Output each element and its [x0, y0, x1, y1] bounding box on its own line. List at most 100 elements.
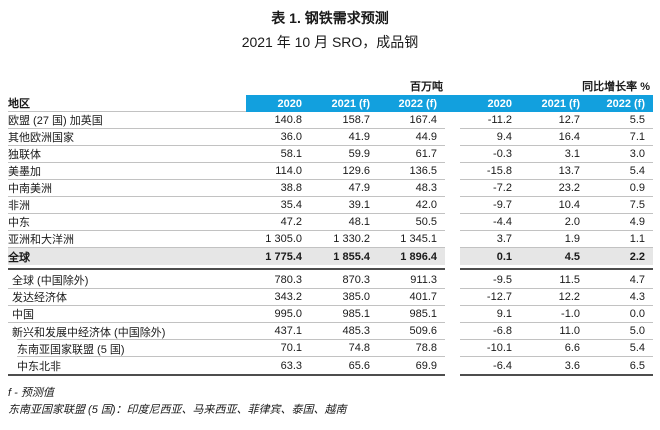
value-cell: 23.2 — [520, 180, 588, 197]
value-cell: 136.5 — [378, 163, 445, 180]
region-label: 全球 (中国除外) — [8, 272, 246, 289]
value-cell: 39.1 — [310, 197, 378, 214]
value-cell: -9.5 — [460, 272, 520, 289]
value-cell: 5.4 — [588, 340, 653, 357]
region-label: 中东 — [8, 214, 246, 231]
region-column-header: 地区 — [8, 95, 246, 112]
value-cell: 0.1 — [460, 248, 520, 265]
table-row-cis: 独联体 58.1 59.9 61.7 -0.3 3.1 3.0 — [8, 146, 653, 163]
value-cell: 38.8 — [246, 180, 310, 197]
value-cell: -1.0 — [520, 306, 588, 323]
value-cell: 3.7 — [460, 231, 520, 248]
value-cell: 5.4 — [588, 163, 653, 180]
value-cell: 1.9 — [520, 231, 588, 248]
value-cell: -6.4 — [493, 359, 512, 372]
table-row-central-south-america: 中南美洲 38.8 47.9 48.3 -7.2 23.2 0.9 — [8, 180, 653, 197]
column-group-gap — [445, 323, 460, 340]
region-label: 全球 — [8, 248, 246, 265]
divider-line-right — [460, 267, 653, 270]
value-cell: 780.3 — [246, 272, 310, 289]
table-row-developed-economies: 发达经济体 343.2 385.0 401.7 -12.7 12.2 4.3 — [8, 289, 653, 306]
value-cell: 4.9 — [588, 214, 653, 231]
value-cell: -0.3 — [460, 146, 520, 163]
value-cell: 16.4 — [520, 129, 588, 146]
value-cell: 47.2 — [246, 214, 310, 231]
table-row-usmca: 美墨加 114.0 129.6 136.5 -15.8 13.7 5.4 — [8, 163, 653, 180]
column-group-gap — [445, 272, 460, 289]
value-cell: 11.0 — [520, 323, 588, 340]
table-row-middle-east: 中东 47.2 48.1 50.5 -4.4 2.0 4.9 — [8, 214, 653, 231]
column-group-gap — [445, 357, 460, 374]
divider-line-left — [8, 267, 445, 270]
value-cell: -9.7 — [460, 197, 520, 214]
value-cell: 1 775.4 — [246, 248, 310, 265]
column-group-gap — [445, 197, 460, 214]
value-cell: 13.7 — [520, 163, 588, 180]
value-cell: 12.7 — [520, 112, 588, 129]
column-group-gap — [445, 112, 460, 129]
region-label: 东南亚国家联盟 (5 国) — [8, 340, 246, 357]
value-cell: -12.7 — [460, 289, 520, 306]
value-cell: 7.5 — [588, 197, 653, 214]
column-group-gap — [445, 163, 460, 180]
region-label: 中南美洲 — [8, 180, 246, 197]
table-row-asean5: 东南亚国家联盟 (5 国) 70.1 74.8 78.8 -10.1 6.6 5… — [8, 340, 653, 357]
value-cell: 74.8 — [310, 340, 378, 357]
value-cell: 50.5 — [378, 214, 445, 231]
table-row-asia-oceania: 亚洲和大洋洲 1 305.0 1 330.2 1 345.1 3.7 1.9 1… — [8, 231, 653, 248]
value-cell: 65.6 — [348, 359, 370, 372]
column-group-gap — [445, 231, 460, 248]
column-header-2022f-growth: 2022 (f) — [588, 95, 653, 112]
column-group-gap — [445, 340, 460, 357]
value-cell: 10.4 — [520, 197, 588, 214]
value-cell: 11.5 — [520, 272, 588, 289]
value-cell: 58.1 — [246, 146, 310, 163]
value-cell: -7.2 — [460, 180, 520, 197]
region-label: 独联体 — [8, 146, 246, 163]
value-cell: 7.1 — [588, 129, 653, 146]
value-cell: 4.3 — [588, 289, 653, 306]
column-group-gap — [445, 95, 460, 112]
value-cell: 985.1 — [378, 306, 445, 323]
footnote-asean: 东南亚国家联盟 (5 国)：印度尼西亚、马来西亚、菲律宾、泰国、越南 — [8, 404, 347, 416]
value-cell: -15.8 — [460, 163, 520, 180]
bottom-border-right — [460, 374, 653, 376]
column-group-gap — [445, 248, 460, 265]
value-cell: 1 345.1 — [378, 231, 445, 248]
column-group-gap — [445, 180, 460, 197]
column-group-gap — [445, 214, 460, 231]
table-header-block: 表 1. 钢铁需求预测 2021 年 10 月 SRO，成品钢 — [0, 0, 660, 51]
value-cell: 63.3 — [280, 359, 302, 372]
value-cell: 4.7 — [588, 272, 653, 289]
bottom-border-left — [8, 374, 445, 376]
value-cell: 2.2 — [588, 248, 653, 265]
steel-demand-table: 百万吨 同比增长率 % 地区 2020 2021 (f) 2022 (f) 20… — [8, 76, 653, 376]
unit-header-row: 百万吨 同比增长率 % — [8, 76, 653, 95]
value-cell: 114.0 — [246, 163, 310, 180]
value-cell: 35.4 — [246, 197, 310, 214]
region-label: 美墨加 — [8, 163, 246, 180]
value-cell: -10.1 — [460, 340, 520, 357]
value-cell: 70.1 — [246, 340, 310, 357]
footnotes: f - 预测值 东南亚国家联盟 (5 国)：印度尼西亚、马来西亚、菲律宾、泰国、… — [8, 385, 660, 419]
value-cell: 3.0 — [588, 146, 653, 163]
value-cell: 41.9 — [310, 129, 378, 146]
value-cell: 48.1 — [310, 214, 378, 231]
value-cell: 995.0 — [246, 306, 310, 323]
value-cell: 0.9 — [588, 180, 653, 197]
value-cell: 9.1 — [460, 306, 520, 323]
column-header-2021f-mt: 2021 (f) — [310, 95, 378, 112]
column-group-gap — [445, 146, 460, 163]
region-label: 新兴和发展中经济体 (中国除外) — [8, 323, 246, 340]
value-cell: 437.1 — [246, 323, 310, 340]
column-header-row: 地区 2020 2021 (f) 2022 (f) 2020 2021 (f) … — [8, 95, 653, 112]
value-cell: 1 896.4 — [378, 248, 445, 265]
table-row-other-europe: 其他欧洲国家 36.0 41.9 44.9 9.4 16.4 7.1 — [8, 129, 653, 146]
region-label: 发达经济体 — [8, 289, 246, 306]
value-cell: 1.1 — [588, 231, 653, 248]
value-cell: 3.6 — [564, 359, 580, 372]
column-header-2020-growth: 2020 — [460, 95, 520, 112]
region-label: 亚洲和大洋洲 — [8, 231, 246, 248]
section-divider — [8, 265, 653, 272]
unit-group-million-tonnes: 百万吨 — [410, 80, 443, 93]
